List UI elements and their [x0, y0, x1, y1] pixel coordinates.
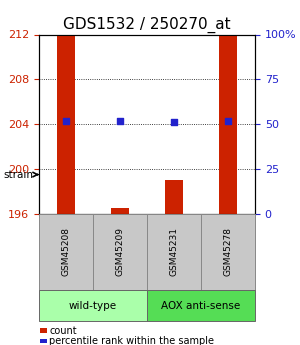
- Bar: [93, 214, 147, 290]
- Bar: [39, 290, 147, 322]
- Bar: [40, 328, 46, 333]
- Bar: [39, 214, 93, 290]
- Text: percentile rank within the sample: percentile rank within the sample: [49, 336, 214, 345]
- Point: [226, 118, 230, 124]
- Bar: [147, 214, 201, 290]
- Text: GSM45208: GSM45208: [61, 227, 70, 276]
- Text: GSM45231: GSM45231: [169, 227, 178, 276]
- Bar: [147, 290, 255, 322]
- Bar: [40, 339, 46, 343]
- Point: [118, 118, 122, 124]
- Text: AOX anti-sense: AOX anti-sense: [161, 301, 241, 310]
- Point: [172, 120, 176, 125]
- Title: GDS1532 / 250270_at: GDS1532 / 250270_at: [63, 17, 231, 33]
- Text: GSM45278: GSM45278: [224, 227, 232, 276]
- Bar: [219, 34, 238, 214]
- Bar: [111, 208, 130, 214]
- Text: strain: strain: [3, 170, 33, 179]
- Text: GSM45209: GSM45209: [116, 227, 124, 276]
- Text: count: count: [49, 326, 77, 336]
- Text: wild-type: wild-type: [69, 301, 117, 310]
- Bar: [165, 180, 184, 214]
- Point: [64, 118, 68, 124]
- Bar: [56, 34, 76, 214]
- Bar: [201, 214, 255, 290]
